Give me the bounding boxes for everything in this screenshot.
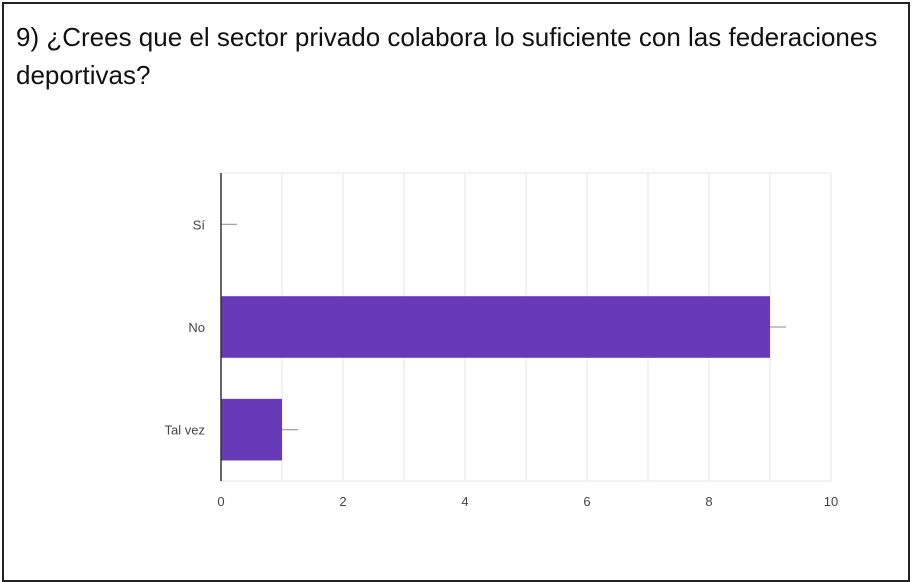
- bar-chart: Sí No Tal vez 0 2 4 6 8 10: [165, 172, 839, 509]
- x-tick-label: 8: [705, 494, 712, 509]
- category-label: Tal vez: [165, 423, 205, 438]
- tick-layer: Sí No Tal vez 0 2 4 6 8 10: [165, 217, 839, 509]
- bar-3: [221, 398, 282, 461]
- category-label: Sí: [193, 217, 206, 232]
- category-label: No: [188, 320, 205, 335]
- x-tick-label: 0: [217, 494, 224, 509]
- bar-layer: [221, 223, 786, 461]
- x-tick-label: 4: [461, 494, 468, 509]
- x-tick-label: 6: [583, 494, 590, 509]
- bar-2: [221, 296, 770, 358]
- question-title: 9) ¿Crees que el sector privado colabora…: [16, 22, 878, 90]
- x-tick-label: 2: [339, 494, 346, 509]
- x-tick-label: 10: [824, 494, 838, 509]
